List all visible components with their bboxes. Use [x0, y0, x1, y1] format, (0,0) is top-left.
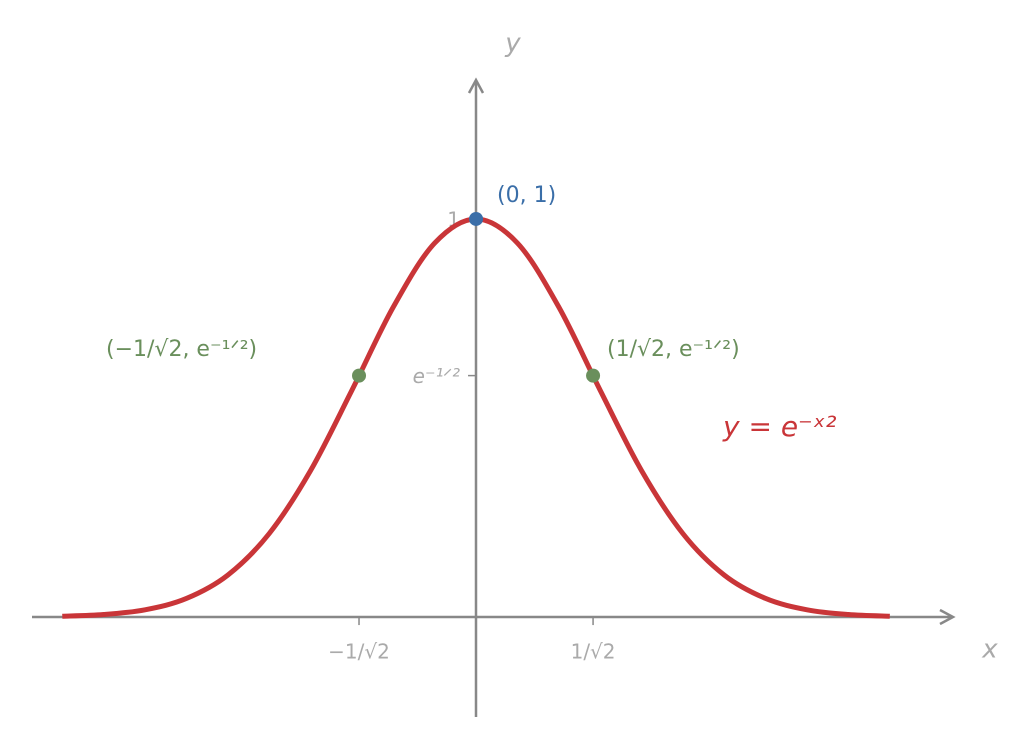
point-label: (−1/√2, e⁻¹ᐟ²) — [106, 337, 257, 362]
y-arrow — [467, 77, 485, 94]
point — [586, 368, 601, 383]
point-label: (1/√2, e⁻¹ᐟ²) — [607, 337, 740, 362]
point — [352, 368, 367, 383]
point-label: (0, 1) — [497, 183, 556, 208]
x-axis-label: x — [981, 635, 998, 665]
axes — [32, 77, 956, 717]
y-tick-label: e⁻¹ᐟ² — [413, 364, 460, 388]
x-tick-label: 1/√2 — [571, 640, 616, 664]
x-tick-label: −1/√2 — [328, 640, 390, 664]
legend-label: y = e⁻ˣ² — [722, 410, 837, 443]
y-axis-label: y — [504, 29, 521, 59]
point — [469, 211, 484, 226]
x-arrow — [939, 608, 956, 626]
